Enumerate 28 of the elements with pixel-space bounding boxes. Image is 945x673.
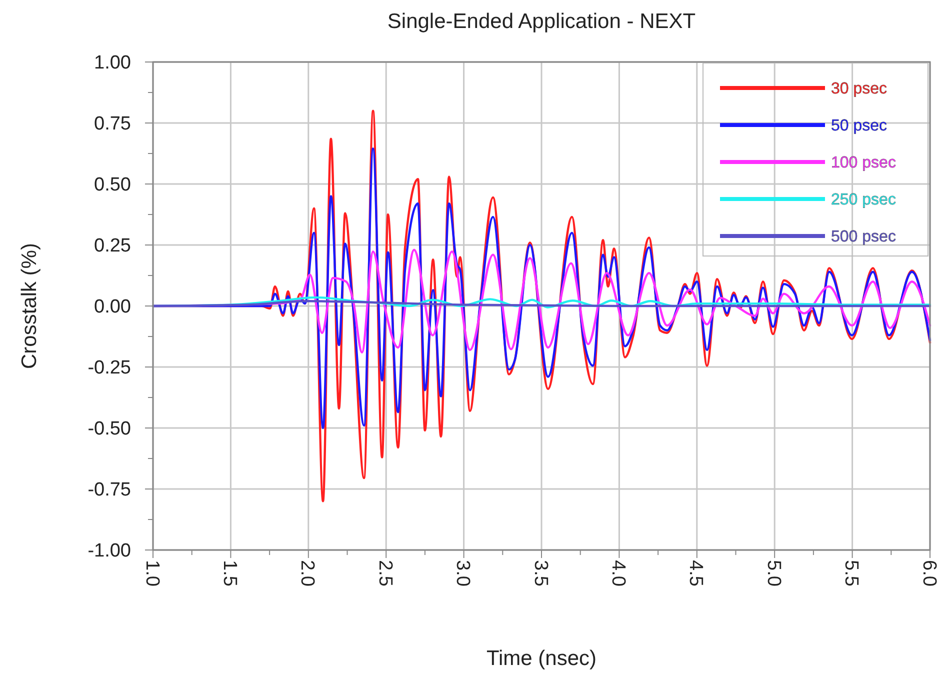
x-tick-label: 2.0 — [296, 560, 318, 586]
x-tick-label: 4.0 — [608, 560, 629, 586]
x-tick-label: 3.5 — [530, 560, 551, 586]
y-tick-label: -0.75 — [88, 480, 131, 501]
y-tick-label: 1.00 — [94, 52, 131, 74]
x-tick-label: 3.0 — [452, 560, 474, 586]
x-tick-label: 1.5 — [219, 560, 240, 586]
text: 250 psec — [831, 192, 896, 209]
text: 500 psec — [831, 228, 896, 246]
y-tick-label: 0.00 — [94, 296, 131, 318]
x-tick-label: 1.0 — [141, 560, 162, 586]
y-tick-label: 0.75 — [94, 114, 131, 135]
x-tick-label: 2.5 — [374, 560, 396, 586]
x-tick-label: 5.5 — [840, 560, 862, 586]
x-axis-title: Time (nsec) — [486, 647, 597, 670]
y-tick-label: -0.25 — [88, 358, 131, 379]
x-tick-label: 5.0 — [762, 560, 784, 586]
y-tick-label: 0.50 — [94, 174, 131, 196]
x-tick-label: 4.5 — [685, 560, 706, 586]
text: 30 psec — [831, 80, 888, 98]
y-tick-label: -1.00 — [88, 540, 131, 562]
y-tick-label: 0.25 — [94, 236, 131, 257]
x-tick-label: 6.0 — [918, 560, 940, 586]
chart-title: Single-Ended Application - NEXT — [387, 10, 696, 33]
text: 100 psec — [831, 154, 896, 172]
text: 50 psec — [831, 118, 888, 135]
y-tick-label: -0.50 — [88, 418, 131, 440]
y-axis-title: Crosstalk (%) — [18, 242, 41, 370]
